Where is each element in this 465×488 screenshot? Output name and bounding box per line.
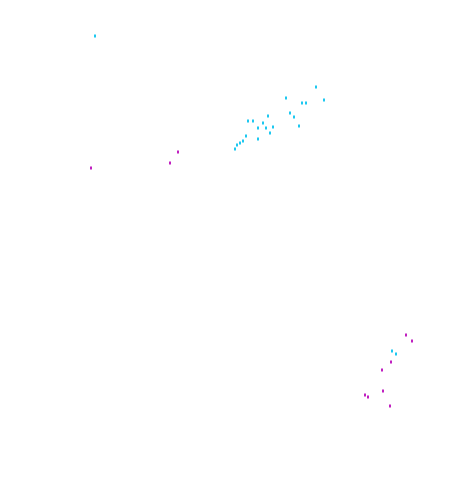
point [265, 126, 267, 130]
point [247, 119, 249, 123]
point [305, 101, 307, 105]
point [267, 114, 269, 118]
point [411, 339, 413, 343]
point [234, 147, 236, 151]
point [269, 131, 271, 135]
point [298, 124, 300, 128]
point [315, 85, 317, 89]
point [272, 125, 274, 129]
point [285, 96, 287, 100]
point [289, 111, 291, 115]
point [382, 389, 384, 393]
point [257, 137, 259, 141]
point [90, 166, 92, 170]
point [239, 141, 241, 145]
point [391, 349, 393, 353]
point [236, 143, 238, 147]
point [252, 119, 254, 123]
point [381, 368, 383, 372]
point [257, 126, 259, 130]
point [245, 134, 247, 138]
point [405, 333, 407, 337]
point [367, 395, 369, 399]
point [395, 352, 397, 356]
point [169, 161, 171, 165]
point [94, 34, 96, 38]
point [242, 139, 244, 143]
point [177, 150, 179, 154]
point [262, 121, 264, 125]
point [390, 360, 392, 364]
point [301, 101, 303, 105]
point [293, 115, 295, 119]
point [364, 393, 366, 397]
point [323, 98, 325, 102]
point [389, 404, 391, 408]
